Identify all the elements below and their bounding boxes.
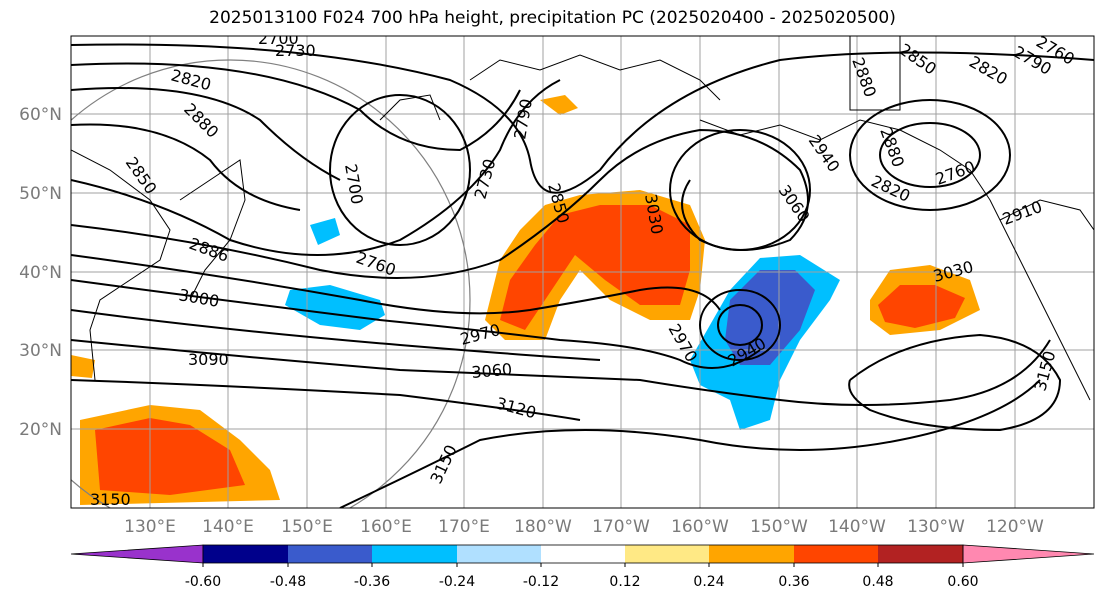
lon-label: 140°W	[828, 517, 886, 537]
colorbar-tick-label: -0.36	[354, 574, 390, 590]
colorbar-tick-label: 0.60	[947, 574, 978, 590]
lon-label: 140°E	[202, 517, 254, 537]
colorbar-labels: -0.60 -0.48 -0.36 -0.24 -0.12 0.12 0.24 …	[185, 574, 979, 590]
precip-neg-small	[310, 218, 340, 245]
lon-label: 150°W	[750, 517, 808, 537]
lat-label: 30°N	[19, 341, 62, 361]
colorbar-segment	[288, 545, 372, 563]
colorbar-segment	[709, 545, 794, 563]
lat-label: 50°N	[19, 184, 62, 204]
precip-blob-left	[71, 355, 95, 378]
colorbar-extend-low	[70, 544, 204, 564]
lon-label: 160°W	[671, 517, 729, 537]
precip-core-philippine	[95, 418, 245, 495]
lon-label: 130°E	[124, 517, 176, 537]
colorbar-tick-label: 0.36	[778, 574, 809, 590]
colorbar-tick-label: -0.48	[270, 574, 306, 590]
contour-label: 3150	[90, 490, 131, 509]
lat-label: 60°N	[19, 105, 62, 125]
colorbar	[70, 544, 1095, 567]
colorbar-segment	[372, 545, 457, 563]
map-title: 2025013100 F024 700 hPa height, precipit…	[209, 8, 896, 28]
height-contours	[71, 43, 1094, 508]
colorbar-tick-label: 0.12	[609, 574, 640, 590]
longitude-labels: 130°E 140°E 150°E 160°E 170°E 180°W 170°…	[124, 517, 1044, 537]
lon-label: 160°E	[360, 517, 412, 537]
contour-label: 3060	[471, 360, 513, 382]
colorbar-segment	[203, 545, 288, 563]
precip-blob-north	[540, 95, 578, 115]
lon-label: 150°E	[281, 517, 333, 537]
graticule	[71, 36, 1094, 508]
latitude-labels: 60°N 50°N 40°N 30°N 20°N	[19, 105, 62, 440]
colorbar-tick-label: -0.60	[185, 574, 221, 590]
colorbar-tick-label: -0.24	[439, 574, 475, 590]
colorbar-segment	[878, 545, 963, 563]
colorbar-segment	[541, 545, 625, 563]
colorbar-segment	[794, 545, 878, 563]
colorbar-outline	[202, 544, 964, 564]
contour-label: 2700	[258, 29, 299, 48]
colorbar-tick-label: 0.24	[693, 574, 724, 590]
colorbar-tick-label: 0.48	[862, 574, 893, 590]
precip-neg-core	[725, 270, 815, 365]
precip-core-east	[878, 285, 965, 328]
precip-neg-west	[285, 285, 385, 330]
lon-label: 130°W	[907, 517, 965, 537]
lon-label: 180°W	[514, 517, 572, 537]
range-circle	[71, 59, 471, 508]
map-border	[70, 35, 1095, 509]
colorbar-tick-label: -0.12	[523, 574, 559, 590]
lon-label: 120°W	[986, 517, 1044, 537]
precip-negative-shading	[285, 218, 840, 430]
contour-label: 2730	[275, 41, 316, 60]
precip-positive-shading	[71, 95, 980, 505]
lat-label: 40°N	[19, 263, 62, 283]
coastlines	[71, 36, 1094, 401]
colorbar-segment	[457, 545, 541, 563]
contour-label: 3090	[188, 350, 229, 369]
lon-label: 170°W	[592, 517, 650, 537]
lon-label: 170°E	[438, 517, 490, 537]
lat-label: 20°N	[19, 420, 62, 440]
colorbar-extend-high	[962, 544, 1095, 564]
colorbar-segment	[625, 545, 709, 563]
precip-core-central	[500, 205, 690, 330]
